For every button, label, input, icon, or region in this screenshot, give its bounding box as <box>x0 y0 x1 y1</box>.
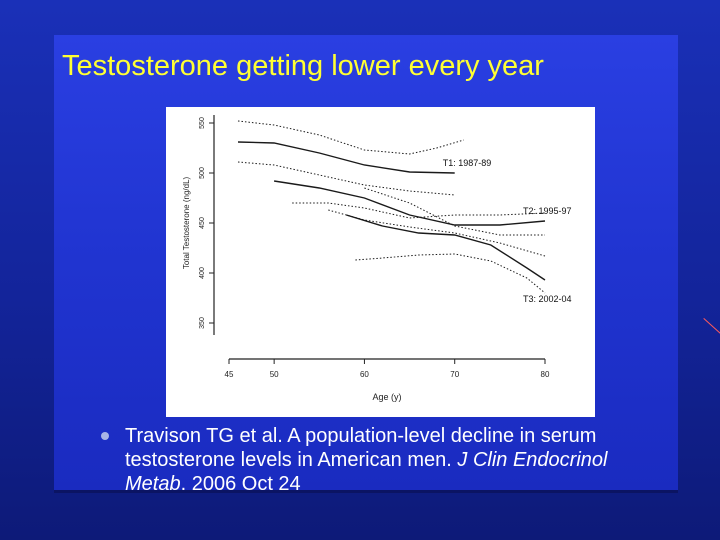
x-tick-label: 45 <box>225 370 234 379</box>
citation-date: . 2006 Oct 24 <box>180 473 301 495</box>
y-tick-label: 550 <box>199 117 206 129</box>
x-tick-label: 60 <box>360 370 369 379</box>
series-line <box>346 214 546 281</box>
citation-bullet: Travison TG et al. A population-level de… <box>98 424 668 496</box>
x-tick-label: 80 <box>541 370 550 379</box>
y-tick-label: 350 <box>199 317 206 329</box>
y-tick-label: 500 <box>199 167 206 179</box>
citation-text: Travison TG et al. A population-level de… <box>125 424 668 496</box>
bullet-icon <box>101 432 109 440</box>
confidence-band-line <box>292 202 546 219</box>
corner-decoration <box>703 318 720 337</box>
slide-title: Testosterone getting lower every year <box>62 50 544 82</box>
series-label: T1: 1987-89 <box>443 158 492 168</box>
series-label: T3: 2002-04 <box>523 294 572 304</box>
y-tick-label: 400 <box>199 267 206 279</box>
confidence-band-line <box>364 187 545 236</box>
series-line <box>237 141 455 174</box>
y-axis-title: Total Testosterone (ng/dL) <box>182 176 191 269</box>
confidence-band-line <box>355 253 546 294</box>
y-tick-label: 450 <box>199 217 206 229</box>
series-label: T2: 1995-97 <box>523 206 572 216</box>
citation-journal: J Clin Endocrinol Metab <box>125 449 608 495</box>
x-axis-title: Age (y) <box>372 392 401 402</box>
x-tick-label: 50 <box>270 370 279 379</box>
line-chart: 45 50 60 70 80 350 400 450 500 550 Age (y) Total Te… <box>182 115 572 402</box>
chart-figure: 45 50 60 70 80 350 400 450 500 550 Age (y) Total Te… <box>166 107 595 417</box>
confidence-band-line <box>237 120 464 155</box>
series-line <box>273 180 546 226</box>
x-tick-label: 70 <box>450 370 459 379</box>
confidence-band-line <box>237 161 455 196</box>
citation-plain: Travison TG et al. A population-level de… <box>125 425 597 471</box>
confidence-band-line <box>328 209 546 257</box>
